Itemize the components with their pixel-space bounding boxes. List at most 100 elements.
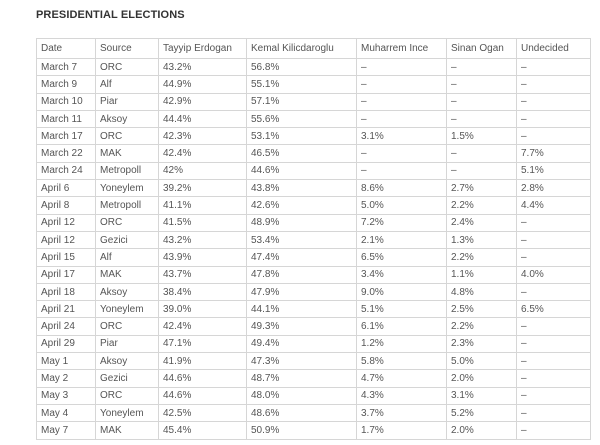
table-cell: – bbox=[516, 352, 591, 371]
table-cell: 38.4% bbox=[158, 282, 247, 302]
table-cell: – bbox=[446, 161, 517, 181]
table-cell: 42.4% bbox=[158, 317, 247, 336]
table-cell: 47.9% bbox=[246, 282, 357, 302]
table-cell: 4.3% bbox=[356, 386, 447, 405]
table-cell: 44.4% bbox=[158, 109, 247, 129]
table-cell: Metropoll bbox=[95, 161, 159, 181]
table-cell: March 10 bbox=[36, 92, 96, 111]
table-cell: 4.8% bbox=[446, 282, 517, 302]
table-cell: March 7 bbox=[36, 57, 96, 77]
table-row: April 18 Aksoy 38.4% 47.9% 9.0% 4.8% – bbox=[36, 282, 591, 302]
table-cell: Piar bbox=[95, 334, 159, 354]
table-cell: 43.2% bbox=[158, 57, 247, 77]
table-cell: 46.5% bbox=[246, 144, 357, 163]
table-row: May 2 Gezici 44.6% 48.7% 4.7% 2.0% – bbox=[36, 369, 591, 388]
table-cell: 1.3% bbox=[446, 230, 517, 250]
table-cell: 44.6% bbox=[158, 386, 247, 405]
table-cell: – bbox=[516, 213, 591, 232]
table-row: April 12 ORC 41.5% 48.9% 7.2% 2.4% – bbox=[36, 213, 591, 232]
table-cell: March 22 bbox=[36, 144, 96, 163]
table-cell: 48.0% bbox=[246, 386, 357, 405]
table-cell: March 24 bbox=[36, 161, 96, 181]
table-cell: 6.5% bbox=[356, 248, 447, 267]
table-cell: 2.2% bbox=[446, 248, 517, 267]
table-row: April 24 ORC 42.4% 49.3% 6.1% 2.2% – bbox=[36, 317, 591, 336]
table-cell: – bbox=[356, 92, 447, 111]
table-cell: April 17 bbox=[36, 265, 96, 284]
table-cell: 1.2% bbox=[356, 334, 447, 354]
table-cell: – bbox=[446, 92, 517, 111]
table-cell: ORC bbox=[95, 213, 159, 232]
table-row: May 3 ORC 44.6% 48.0% 4.3% 3.1% – bbox=[36, 386, 591, 405]
table-cell: Piar bbox=[95, 92, 159, 111]
table-cell: 7.7% bbox=[516, 144, 591, 163]
column-header: Date bbox=[36, 38, 96, 59]
table-cell: ORC bbox=[95, 127, 159, 146]
table-cell: 3.1% bbox=[446, 386, 517, 405]
table-row: April 17 MAK 43.7% 47.8% 3.4% 1.1% 4.0% bbox=[36, 265, 591, 284]
table-cell: Aksoy bbox=[95, 282, 159, 302]
table-cell: Gezici bbox=[95, 369, 159, 388]
table-cell: 5.1% bbox=[356, 300, 447, 319]
table-cell: 43.2% bbox=[158, 230, 247, 250]
table-cell: 2.2% bbox=[446, 196, 517, 215]
table-row: April 29 Piar 47.1% 49.4% 1.2% 2.3% – bbox=[36, 334, 591, 354]
table-row: May 1 Aksoy 41.9% 47.3% 5.8% 5.0% – bbox=[36, 352, 591, 371]
title: PRESIDENTIAL ELECTIONS bbox=[36, 9, 185, 21]
table-cell: Yoneylem bbox=[95, 300, 159, 319]
table-cell: – bbox=[516, 369, 591, 388]
table-cell: April 21 bbox=[36, 300, 96, 319]
header-row: Date Source Tayyip Erdogan Kemal Kilicdarog… bbox=[36, 38, 591, 59]
table-cell: – bbox=[516, 230, 591, 250]
table-cell: 39.2% bbox=[158, 179, 247, 198]
table-cell: 49.4% bbox=[246, 334, 357, 354]
table-cell: 1.1% bbox=[446, 265, 517, 284]
column-header: Kemal Kilicdaroglu bbox=[246, 38, 357, 59]
table-cell: 48.7% bbox=[246, 369, 357, 388]
table-cell: 43.8% bbox=[246, 179, 357, 198]
table-cell: 45.4% bbox=[158, 421, 247, 440]
table-cell: March 9 bbox=[36, 75, 96, 94]
table-row: March 10 Piar 42.9% 57.1% – – – bbox=[36, 92, 591, 111]
table-cell: 2.8% bbox=[516, 179, 591, 198]
table-cell: April 6 bbox=[36, 179, 96, 198]
table-cell: 9.0% bbox=[356, 282, 447, 302]
table-cell: 56.8% bbox=[246, 57, 357, 77]
table-cell: – bbox=[356, 109, 447, 129]
table-row: April 15 Alf 43.9% 47.4% 6.5% 2.2% – bbox=[36, 248, 591, 267]
table-cell: May 3 bbox=[36, 386, 96, 405]
table-cell: 42% bbox=[158, 161, 247, 181]
table-cell: 2.2% bbox=[446, 317, 517, 336]
table-cell: – bbox=[516, 75, 591, 94]
table-row: March 7 ORC 43.2% 56.8% – – – bbox=[36, 57, 591, 77]
table-cell: ORC bbox=[95, 317, 159, 336]
table-cell: – bbox=[516, 248, 591, 267]
table-cell: Metropoll bbox=[95, 196, 159, 215]
table-cell: April 15 bbox=[36, 248, 96, 267]
table-cell: – bbox=[446, 57, 517, 77]
table-row: April 8 Metropoll 41.1% 42.6% 5.0% 2.2% 4.4% bbox=[36, 196, 591, 215]
table-cell: 5.0% bbox=[356, 196, 447, 215]
table-cell: MAK bbox=[95, 144, 159, 163]
table-cell: March 11 bbox=[36, 109, 96, 129]
table-cell: 47.8% bbox=[246, 265, 357, 284]
table-cell: 5.8% bbox=[356, 352, 447, 371]
table-cell: 53.4% bbox=[246, 230, 357, 250]
table-cell: ORC bbox=[95, 57, 159, 77]
table-cell: MAK bbox=[95, 421, 159, 440]
table-row: May 4 Yoneylem 42.5% 48.6% 3.7% 5.2% – bbox=[36, 403, 591, 423]
table-cell: April 12 bbox=[36, 213, 96, 232]
table-cell: 3.7% bbox=[356, 403, 447, 423]
table-cell: Alf bbox=[95, 75, 159, 94]
table-body: March 7 ORC 43.2% 56.8% – – – March 9 Alf 44.9% 55… bbox=[36, 57, 591, 440]
table-cell: 48.9% bbox=[246, 213, 357, 232]
table-cell: May 2 bbox=[36, 369, 96, 388]
table-row: April 12 Gezici 43.2% 53.4% 2.1% 1.3% – bbox=[36, 230, 591, 250]
table-cell: Gezici bbox=[95, 230, 159, 250]
table-cell: 4.4% bbox=[516, 196, 591, 215]
table-cell: 44.6% bbox=[158, 369, 247, 388]
table-cell: Yoneylem bbox=[95, 403, 159, 423]
table-cell: April 8 bbox=[36, 196, 96, 215]
table-cell: 41.9% bbox=[158, 352, 247, 371]
